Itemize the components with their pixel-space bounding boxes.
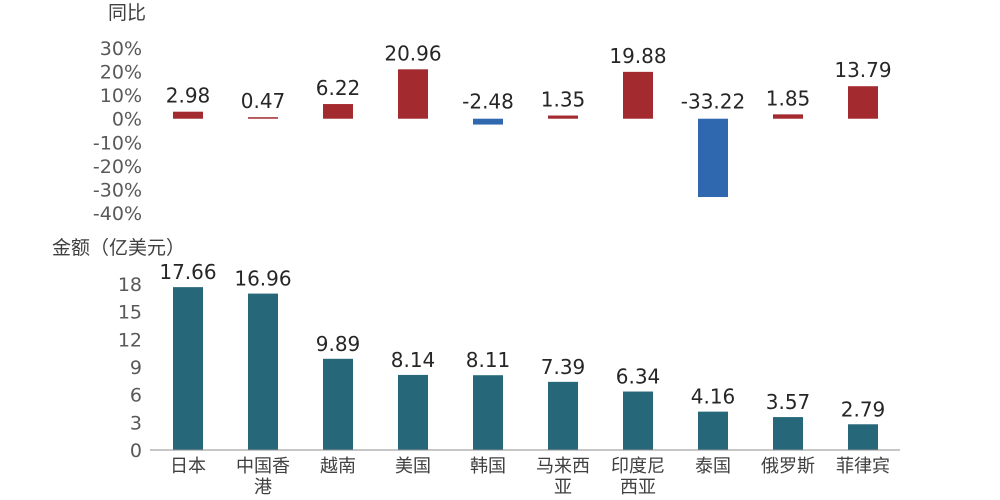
yoy-tick-label: -10% [93, 132, 142, 154]
yoy-tick-label: -20% [93, 156, 142, 178]
yoy-bar [398, 69, 428, 119]
category-label: 日本 [170, 456, 206, 477]
yoy-bar [173, 111, 203, 119]
amount-data-label: 4.16 [691, 385, 736, 409]
category-label: 美国 [395, 456, 431, 477]
yoy-bar [698, 118, 728, 198]
amount-data-label: 7.39 [541, 355, 586, 379]
amount-tick-label: 15 [118, 302, 142, 324]
yoy-bar [248, 117, 278, 119]
amount-data-label: 2.79 [841, 397, 886, 421]
amount-tick-label: 12 [118, 329, 142, 351]
yoy-bar [773, 114, 803, 119]
yoy-data-label: 1.85 [766, 86, 811, 110]
category-label: 泰国 [695, 456, 731, 477]
yoy-tick-label: -40% [93, 203, 142, 225]
amount-data-label: 17.66 [159, 260, 216, 284]
amount-bar [698, 411, 728, 450]
amount-tick-label: 9 [130, 357, 142, 379]
yoy-tick-label: 30% [100, 38, 142, 60]
category-label: 印度尼西亚 [611, 456, 665, 498]
amount-bar [773, 417, 803, 450]
amount-data-label: 8.14 [391, 348, 436, 372]
yoy-data-label: -33.22 [681, 90, 745, 114]
yoy-data-label: 0.47 [241, 89, 286, 113]
yoy-bar [473, 118, 503, 125]
yoy-tick-label: 0% [112, 109, 142, 131]
amount-data-label: 6.34 [616, 365, 661, 389]
amount-bar [323, 358, 353, 450]
yoy-axis-title: 同比 [108, 2, 146, 24]
amount-data-label: 8.11 [466, 348, 511, 372]
category-label: 菲律宾 [836, 456, 890, 477]
yoy-tick-label: 20% [100, 62, 142, 84]
amount-bar [248, 293, 278, 450]
yoy-data-label: -2.48 [462, 90, 514, 114]
amount-bar [398, 374, 428, 450]
amount-tick-label: 0 [130, 440, 142, 462]
amount-data-label: 16.96 [234, 267, 291, 291]
yoy-data-label: 1.35 [541, 88, 586, 112]
amount-tick-label: 6 [130, 385, 142, 407]
yoy-data-label: 6.22 [316, 76, 361, 100]
yoy-growth-chart: 同比 30%20%10%0%-10%-20%-30%-40% 2.98 0.47 6… [93, 2, 892, 225]
yoy-tick-label: 10% [100, 85, 142, 107]
category-label: 俄罗斯 [761, 456, 815, 477]
yoy-bar [848, 86, 878, 119]
category-label: 韩国 [470, 456, 506, 477]
amount-bar [623, 391, 653, 450]
yoy-bar [623, 71, 653, 119]
amount-bar [473, 375, 503, 450]
yoy-data-label: 19.88 [609, 44, 666, 68]
category-label: 马来西亚 [536, 456, 590, 498]
amount-data-label: 3.57 [766, 390, 811, 414]
yoy-data-label: 20.96 [384, 41, 441, 65]
yoy-data-label: 13.79 [834, 58, 891, 82]
amount-chart: 金额（亿美元） 18 15 12 9 6 3 0 17.66 16.96 9.89 8.14 8.1… [52, 237, 900, 498]
yoy-bar [323, 104, 353, 119]
amount-tick-label: 18 [118, 274, 142, 296]
amount-bar [848, 424, 878, 450]
yoy-bar [548, 115, 578, 119]
category-label: 越南 [320, 456, 356, 477]
category-label: 中国香港 [236, 456, 290, 498]
amount-bar [548, 381, 578, 450]
yoy-tick-label: -30% [93, 179, 142, 201]
amount-tick-label: 3 [130, 412, 142, 434]
amount-data-label: 9.89 [316, 332, 361, 356]
amount-bar [173, 287, 203, 450]
yoy-data-label: 2.98 [166, 84, 211, 108]
amount-axis-title: 金额（亿美元） [52, 237, 185, 259]
